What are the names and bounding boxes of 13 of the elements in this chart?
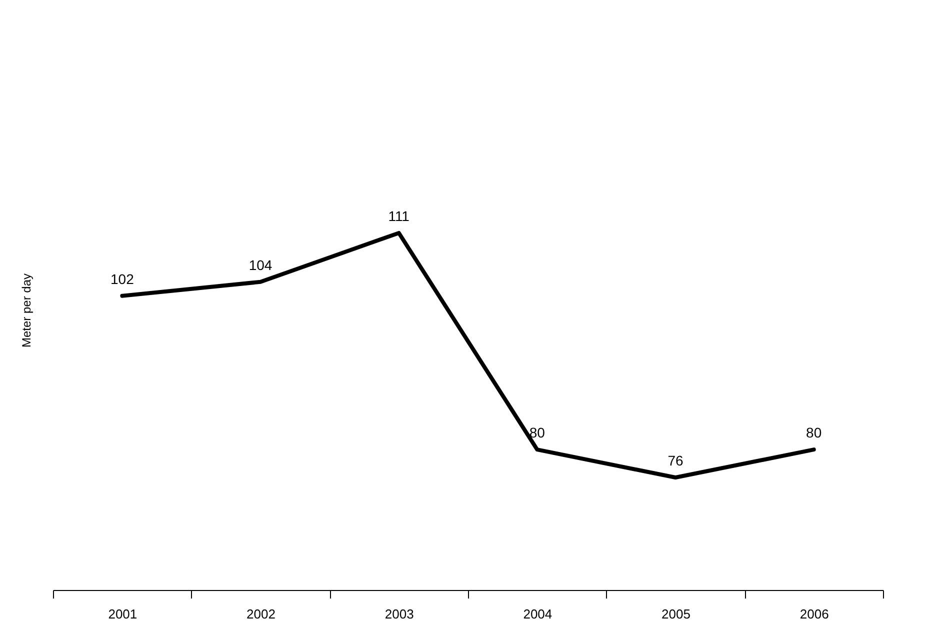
x-tick-label: 2002 [246, 606, 276, 622]
x-tick-label: 2004 [523, 606, 552, 622]
data-label: 104 [248, 256, 272, 273]
data-label: 80 [806, 424, 822, 441]
x-tick-label: 2006 [800, 606, 829, 622]
x-tick-label: 2003 [384, 606, 414, 622]
x-tick-label: 2005 [662, 606, 690, 622]
data-label: 76 [668, 452, 684, 469]
data-label: 102 [110, 270, 134, 287]
data-label: 111 [388, 208, 410, 224]
y-axis-title: Meter per day [20, 273, 34, 348]
x-tick-label: 2001 [108, 606, 138, 622]
data-label: 80 [529, 424, 546, 441]
